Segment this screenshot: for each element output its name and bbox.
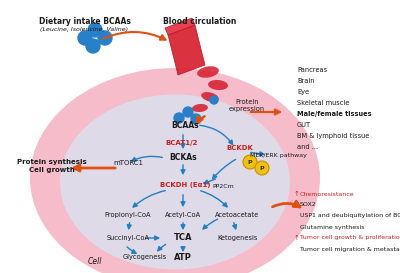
Text: ATP: ATP [174,253,192,262]
Circle shape [78,31,92,45]
Ellipse shape [30,68,320,273]
Text: Tumor cell migration & metastasis: Tumor cell migration & metastasis [300,247,400,251]
Ellipse shape [201,92,219,102]
Circle shape [88,23,102,37]
Ellipse shape [208,80,228,90]
Text: Blood circulation: Blood circulation [163,17,237,26]
Text: BCAAs: BCAAs [171,120,199,129]
Text: GUT: GUT [297,122,311,128]
Text: Protein
expression: Protein expression [229,99,265,111]
Text: BCAT1/2: BCAT1/2 [166,140,198,146]
Text: (Leucine, Isoleucine, Valine): (Leucine, Isoleucine, Valine) [40,28,128,32]
Text: and ...: and ... [297,144,318,150]
Polygon shape [165,18,195,35]
Text: Male/female tissues: Male/female tissues [297,111,372,117]
Polygon shape [168,25,205,75]
Text: mTORC1: mTORC1 [113,160,143,166]
Ellipse shape [192,104,208,112]
Text: BCKDK: BCKDK [226,145,254,151]
Text: P: P [248,159,252,165]
Text: SOX2: SOX2 [300,203,317,207]
Text: Ketogenesis: Ketogenesis [218,235,258,241]
Text: Glutamine synthesis: Glutamine synthesis [300,224,364,230]
Circle shape [174,113,184,123]
Circle shape [98,31,112,45]
Ellipse shape [197,66,219,78]
Text: BCKAs: BCKAs [169,153,197,162]
Text: Succinyl-CoA: Succinyl-CoA [106,235,150,241]
Text: MEK/ERK pathway: MEK/ERK pathway [250,153,306,158]
Circle shape [191,114,201,124]
Text: Eye: Eye [297,89,309,95]
Circle shape [255,161,269,175]
Text: Cell growth: Cell growth [29,167,75,173]
Ellipse shape [60,94,290,269]
Text: Protein synthesis: Protein synthesis [17,159,87,165]
Text: Glycogenesis: Glycogenesis [123,254,167,260]
Text: Pancreas: Pancreas [297,67,327,73]
Text: Tumor cell growth & proliferation: Tumor cell growth & proliferation [300,236,400,241]
Circle shape [243,155,257,169]
Text: BCKDH (Eα1): BCKDH (Eα1) [160,182,210,188]
Circle shape [86,39,100,53]
Text: Acetoacetate: Acetoacetate [215,212,259,218]
Text: ↑: ↑ [294,235,300,241]
Text: USP1 and deubiquitylation of BCAT2: USP1 and deubiquitylation of BCAT2 [300,213,400,218]
Text: Chemoresistance: Chemoresistance [300,191,355,197]
Text: TCA: TCA [174,233,192,242]
Text: P: P [260,165,264,171]
Circle shape [183,107,193,117]
Text: PP2Cm: PP2Cm [212,183,234,188]
Text: Acetyl-CoA: Acetyl-CoA [165,212,201,218]
Text: ↑: ↑ [294,191,300,197]
Text: BM & lymphoid tissue: BM & lymphoid tissue [297,133,369,139]
Text: Brain: Brain [297,78,314,84]
Text: Skeletal muscle: Skeletal muscle [297,100,349,106]
Text: Cell: Cell [88,257,102,266]
Circle shape [210,96,218,104]
Text: Propionyl-CoA: Propionyl-CoA [105,212,151,218]
Text: Dietary intake BCAAs: Dietary intake BCAAs [39,17,131,26]
